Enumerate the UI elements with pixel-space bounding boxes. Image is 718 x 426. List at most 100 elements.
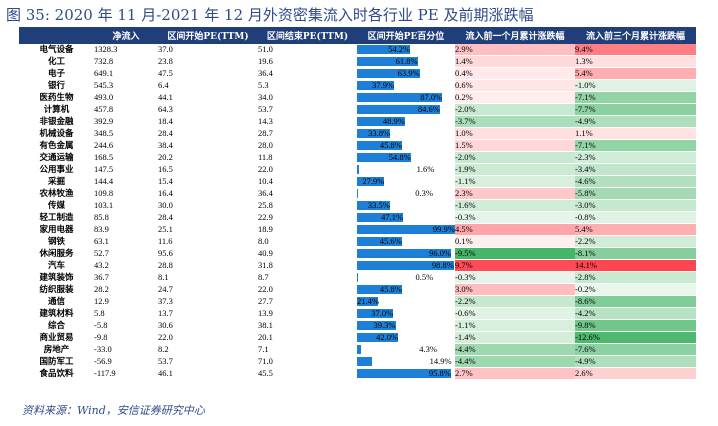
- percentile-label: 37.9%: [372, 80, 395, 90]
- percentile-label: 4.3%: [419, 344, 437, 354]
- change-1m: -0.6%: [455, 307, 575, 320]
- percentile-bar: [357, 45, 411, 54]
- change-3m: 1.3%: [575, 55, 696, 68]
- pe-start: 28.4: [158, 212, 173, 222]
- percentile-label: 54.2%: [388, 44, 411, 54]
- change-1m: 2.9%: [455, 44, 575, 56]
- pe-percentile-cell: 45.8%: [357, 284, 455, 296]
- percentile-label: 0.3%: [415, 188, 433, 198]
- pe-start: 18.4: [158, 116, 173, 126]
- source-note: 资料来源：Wind，安信证券研究中心: [22, 404, 205, 417]
- change-1m: 3.0%: [455, 283, 575, 296]
- percentile-bar: [357, 261, 454, 270]
- pe-start: 28.8: [158, 260, 173, 270]
- pe-start: 15.4: [158, 176, 173, 186]
- pe-percentile-cell: 84.6%: [357, 104, 455, 116]
- change-3m: -1.0%: [575, 79, 696, 92]
- percentile-label: 54.8%: [388, 152, 411, 162]
- industry-name: 医药生物: [39, 92, 74, 102]
- net-inflow: 103.1: [94, 200, 114, 210]
- pe-end: 5.3: [258, 80, 269, 90]
- pe-end: 45.5: [258, 368, 273, 378]
- net-inflow: 28.2: [94, 284, 109, 294]
- percentile-bar: [357, 249, 452, 258]
- percentile-label: 37.0%: [371, 308, 394, 318]
- pe-percentile-cell: 48.9%: [357, 116, 455, 128]
- header-pe-start: 区间开始PE(TTM): [158, 27, 258, 44]
- pe-start: 24.7: [158, 284, 173, 294]
- net-inflow: -9.8: [94, 332, 108, 342]
- pe-end: 8.7: [258, 272, 269, 282]
- percentile-label: 98.8%: [431, 260, 454, 270]
- pe-percentile-cell: 98.8%: [357, 260, 455, 272]
- change-3m: -3.4%: [575, 163, 696, 176]
- pe-end: 27.7: [258, 296, 273, 306]
- percentile-label: 99.9%: [432, 224, 455, 234]
- change-1m: 1.4%: [455, 55, 575, 68]
- percentile-bar: [357, 69, 420, 78]
- percentile-bar: [357, 237, 402, 246]
- percentile-bar: [357, 93, 443, 102]
- change-3m: 9.4%: [575, 44, 696, 56]
- change-1m: 0.2%: [455, 91, 575, 104]
- pe-end: 13.9: [258, 308, 273, 318]
- change-3m: -8.1%: [575, 247, 696, 260]
- table-row: 汽车 43.2 28.8 31.8 98.8% 9.7% 14.1%: [19, 259, 696, 272]
- table-row: 公用事业 147.5 16.5 22.0 1.6% -1.9% -3.4%: [19, 163, 696, 176]
- percentile-label: 42.0%: [376, 332, 399, 342]
- net-inflow: -56.9: [94, 356, 112, 366]
- table-row: 商业贸易 -9.8 22.0 20.1 42.0% -1.4% -12.6%: [19, 331, 696, 344]
- change-3m: 14.1%: [575, 259, 696, 272]
- pe-percentile-cell: 45.6%: [357, 236, 455, 248]
- pe-start: 23.8: [158, 56, 173, 66]
- industry-name: 通信: [47, 296, 65, 306]
- pe-start: 53.7: [158, 356, 173, 366]
- percentile-label: 87.0%: [420, 92, 443, 102]
- percentile-bar: [357, 225, 455, 234]
- pe-end: 22.0: [258, 284, 273, 294]
- percentile-bar: [357, 333, 399, 342]
- percentile-label: 47.1%: [381, 212, 404, 222]
- pe-percentile-cell: 0.3%: [357, 188, 455, 200]
- change-3m: -4.6%: [575, 175, 696, 188]
- header-industry: [19, 27, 94, 44]
- pe-start: 20.2: [158, 152, 173, 162]
- change-1m: -0.3%: [455, 271, 575, 284]
- change-3m: 1.1%: [575, 127, 696, 140]
- table-row: 化工 732.8 23.8 19.6 61.8% 1.4% 1.3%: [19, 55, 696, 68]
- table-row: 有色金属 244.6 38.4 28.0 45.8% 1.5% -7.1%: [19, 139, 696, 152]
- pe-end: 28.0: [258, 140, 273, 150]
- change-3m: -7.6%: [575, 343, 696, 356]
- table-row: 电子 649.1 47.5 36.4 63.9% 0.4% 5.4%: [19, 67, 696, 80]
- industry-name: 化工: [47, 56, 65, 66]
- header-3m-change: 流入前三个月累计涨跌幅: [575, 27, 696, 44]
- industry-name: 银行: [47, 80, 65, 90]
- pe-end: 51.0: [258, 44, 273, 54]
- pe-percentile-cell: 21.4%: [357, 296, 455, 308]
- change-1m: -1.4%: [455, 331, 575, 344]
- pe-end: 36.4: [258, 188, 273, 198]
- industry-name: 机械设备: [39, 128, 74, 138]
- net-inflow: 144.4: [94, 176, 114, 186]
- table-row: 国防军工 -56.9 53.7 71.0 14.9% -4.4% -4.9%: [19, 355, 696, 368]
- pe-start: 8.1: [158, 272, 169, 282]
- percentile-label: 27.9%: [362, 176, 385, 186]
- pe-percentile-cell: 95.8%: [357, 368, 455, 380]
- net-inflow: 457.8: [94, 104, 114, 114]
- pe-percentile-cell: 39.3%: [357, 320, 455, 332]
- table-row: 轻工制造 85.8 28.4 22.9 47.1% -0.3% -0.8%: [19, 211, 696, 224]
- table-row: 交通运输 168.5 20.2 11.8 54.8% -2.0% -2.3%: [19, 151, 696, 164]
- net-inflow: 5.8: [94, 308, 105, 318]
- header-pe-percentile: 区间开始PE百分位: [357, 27, 455, 44]
- pe-start: 47.5: [158, 68, 173, 78]
- figure-title: 图 35: 2020 年 11 月-2021 年 12 月外资密集流入时各行业 …: [6, 6, 534, 24]
- percentile-label: 48.9%: [382, 116, 405, 126]
- table-row: 银行 545.3 6.4 5.3 37.9% 0.6% -1.0%: [19, 79, 696, 92]
- pe-start: 30.0: [158, 200, 173, 210]
- pe-end: 14.3: [258, 116, 273, 126]
- table-row: 食品饮料 -117.9 46.1 45.5 95.8% 2.7% 2.6%: [19, 367, 696, 380]
- net-inflow: 85.8: [94, 212, 109, 222]
- pe-start: 6.4: [158, 80, 169, 90]
- net-inflow: 63.1: [94, 236, 109, 246]
- pe-percentile-cell: 37.9%: [357, 80, 455, 92]
